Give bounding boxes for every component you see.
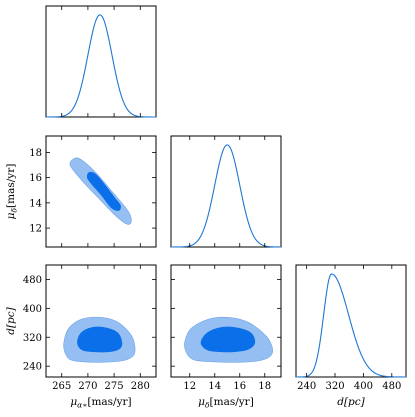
marginal-distance-xtick-label: 240 xyxy=(297,381,316,392)
joint-mu_delta-distance-xtick-label: 18 xyxy=(258,381,271,392)
x-axis-label-mu-delta: μδ[mas/yr] xyxy=(198,396,254,410)
joint-mu_alpha-mu_delta-frame xyxy=(45,135,157,248)
joint-mu_alpha-distance-xtick-label: 265 xyxy=(52,381,71,392)
joint-mu_delta-distance-xtick-label: 16 xyxy=(233,381,246,392)
x-axis-label-distance: d[pc] xyxy=(337,396,365,408)
marginal-mu_alpha-curve xyxy=(45,14,156,118)
joint-mu_delta-distance-xtick-label: 12 xyxy=(183,381,196,392)
joint-mu_alpha-mu_delta-ytick-label: 16 xyxy=(29,173,42,184)
marginal-mu_delta-frame xyxy=(170,135,282,248)
marginal-distance-xtick-label: 400 xyxy=(354,381,373,392)
y-axis-label-distance: d[pc] xyxy=(5,306,17,334)
joint-mu_alpha-distance-xtick-label: 270 xyxy=(78,381,97,392)
joint-mu_alpha-mu_delta-ytick-label: 18 xyxy=(29,148,42,159)
marginal-distance-curve xyxy=(296,273,406,378)
joint-mu_alpha-distance-xtick-label: 280 xyxy=(131,381,150,392)
joint-mu_alpha-distance-xtick-label: 275 xyxy=(105,381,124,392)
joint-mu_alpha-mu_delta-ytick-label: 12 xyxy=(29,224,42,235)
joint-mu_alpha-distance-ytick-label: 240 xyxy=(23,362,42,373)
joint-mu_alpha-mu_delta-inner-contour xyxy=(86,171,121,211)
marginal-distance-xtick-label: 320 xyxy=(325,381,344,392)
marginal-mu_alpha-frame xyxy=(45,5,157,118)
y-axis-label-mu-delta: μδ[mas/yr] xyxy=(5,164,19,220)
x-axis-label-mu-alpha: μα∗[mas/yr] xyxy=(70,396,131,410)
joint-mu_alpha-distance-ytick-label: 320 xyxy=(23,333,42,344)
joint-mu_alpha-distance-inner-contour xyxy=(77,326,123,353)
marginal-distance-xtick-label: 480 xyxy=(382,381,401,392)
joint-mu_alpha-distance-frame xyxy=(45,264,157,378)
joint-mu_alpha-distance-ytick-label: 400 xyxy=(23,304,42,315)
joint-mu_alpha-mu_delta-ytick-label: 14 xyxy=(29,198,42,209)
joint-mu_delta-distance-inner-contour xyxy=(200,326,256,353)
marginal-distance-frame xyxy=(295,264,407,378)
joint-mu_delta-distance-frame xyxy=(170,264,282,378)
joint-mu_alpha-distance-ytick-label: 480 xyxy=(23,275,42,286)
joint-mu_delta-distance-xtick-label: 14 xyxy=(208,381,221,392)
marginal-mu_delta-curve xyxy=(170,144,281,248)
